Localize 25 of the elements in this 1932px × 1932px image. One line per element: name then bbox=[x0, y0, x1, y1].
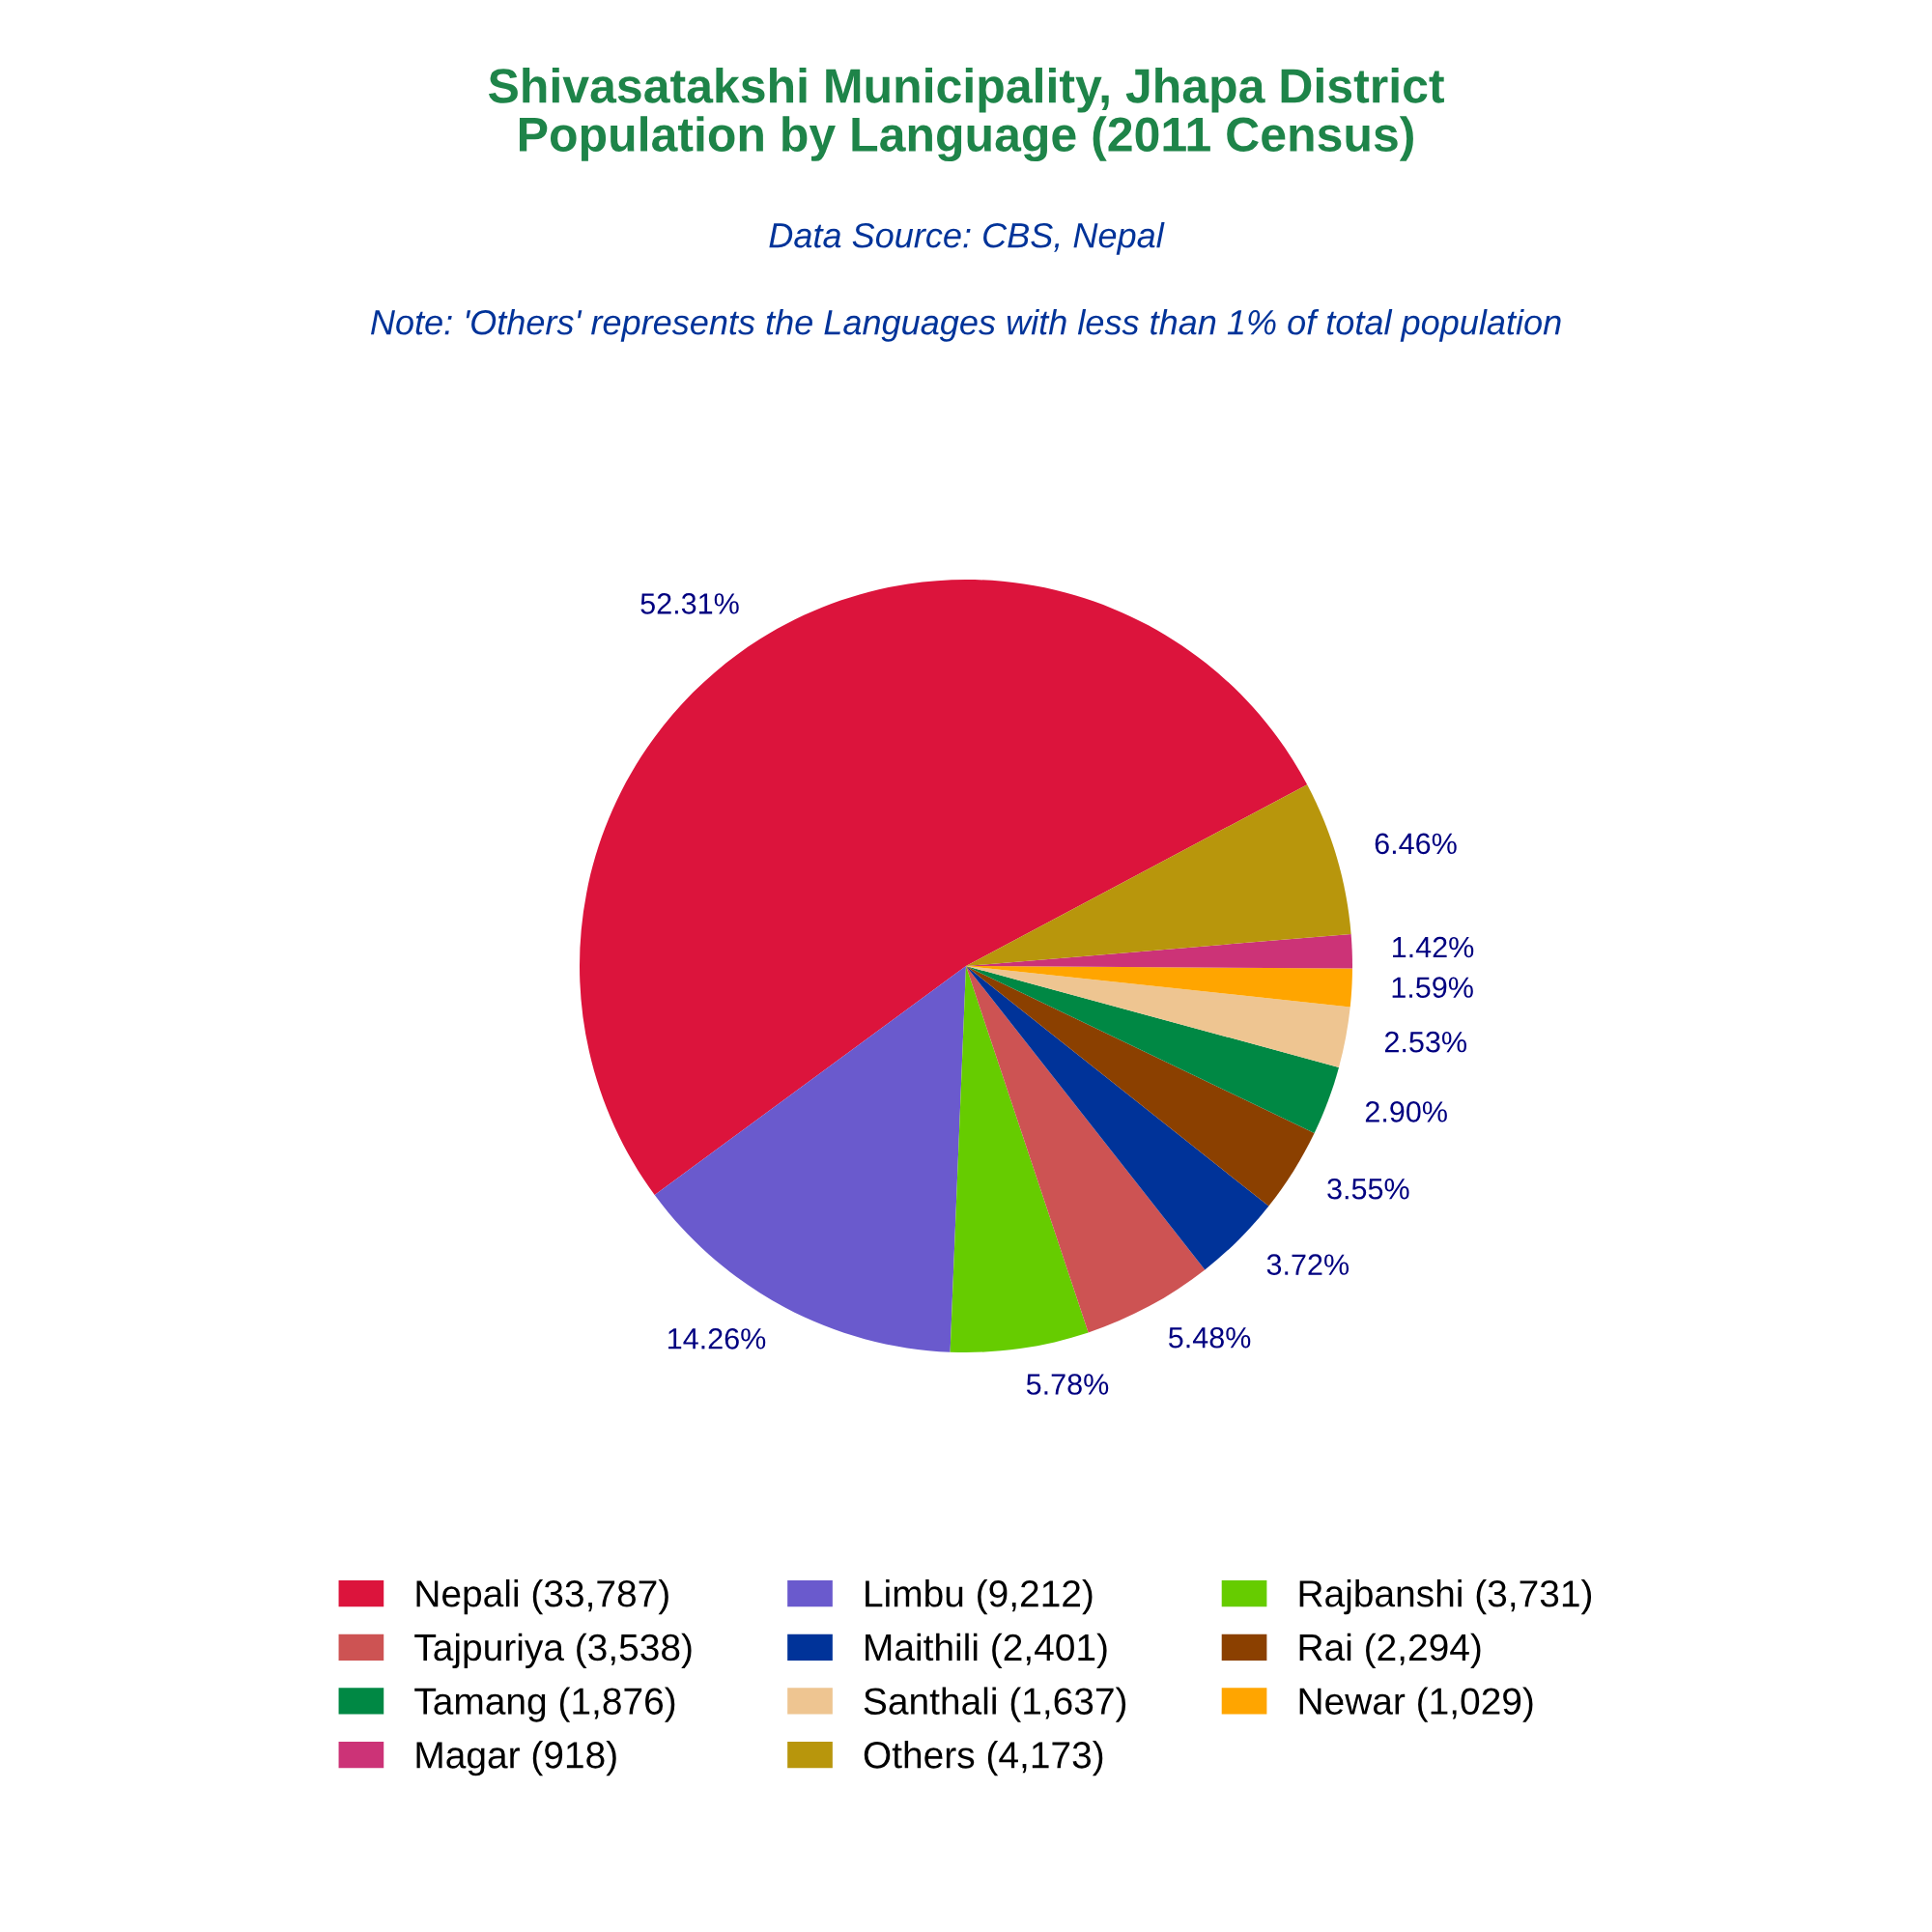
text: Note: 'Others' represents the Languages with less than 1% of total population bbox=[371, 309, 1561, 342]
data-label: 5.48% bbox=[1168, 1326, 1251, 1349]
data-label: 1.59% bbox=[1392, 977, 1473, 998]
data-label: 3.72% bbox=[1266, 1254, 1350, 1275]
legend-label: Tajpuriya (3,538) bbox=[414, 1633, 692, 1668]
data-label: 1.42% bbox=[1393, 936, 1474, 958]
legend-label: Newar (1,029) bbox=[1299, 1687, 1533, 1722]
data-label: 3.55% bbox=[1327, 1178, 1409, 1200]
data-label: 6.46% bbox=[1375, 833, 1457, 855]
data-label: 52.31% bbox=[640, 593, 739, 614]
chart-subtitle: Data Source: CBS, Nepal bbox=[769, 222, 1165, 255]
legend-label: Magar (918) bbox=[416, 1741, 616, 1776]
data-label: 2.53% bbox=[1384, 1031, 1466, 1053]
legend-label: Santhali (1,637) bbox=[864, 1687, 1126, 1722]
data-label: 5.78% bbox=[1026, 1374, 1109, 1395]
legend-label: Others (4,173) bbox=[864, 1741, 1103, 1776]
legend-label: Limbu (9,212) bbox=[866, 1579, 1093, 1615]
legend-label: Tamang (1,876) bbox=[414, 1687, 675, 1722]
data-label: 14.26% bbox=[668, 1328, 766, 1350]
chart-title: Shivasatakshi Municipality, Jhapa District Population by Language (2011 Census) bbox=[488, 68, 1444, 162]
legend-label: Rai (2,294) bbox=[1299, 1633, 1481, 1668]
legend-label: Rajbanshi (3,731) bbox=[1299, 1579, 1592, 1615]
legend-label: Maithili (2,401) bbox=[866, 1633, 1107, 1668]
legend-label: Nepali (33,787) bbox=[416, 1579, 668, 1615]
data-label: 2.90% bbox=[1365, 1101, 1447, 1122]
